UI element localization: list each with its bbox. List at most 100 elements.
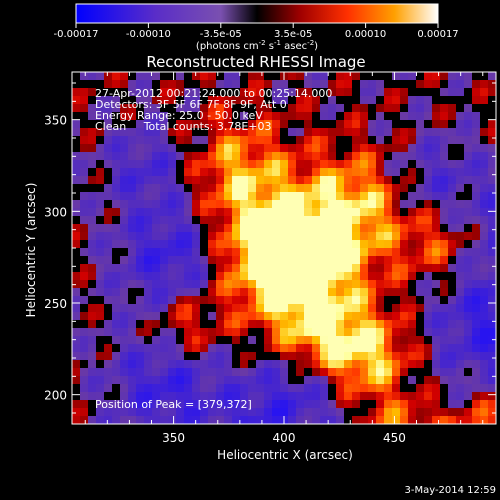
heatmap-cell xyxy=(168,192,176,200)
heatmap-cell xyxy=(176,344,184,352)
heatmap-cell xyxy=(256,120,264,128)
heatmap-cell xyxy=(344,360,352,368)
heatmap-cell xyxy=(480,376,488,384)
heatmap-cell xyxy=(448,272,456,280)
heatmap-cell xyxy=(264,328,272,336)
heatmap-cell xyxy=(464,88,472,96)
heatmap-cell xyxy=(488,344,496,352)
heatmap-cell xyxy=(440,336,448,344)
heatmap-cell xyxy=(200,200,208,208)
heatmap-cell xyxy=(128,408,136,416)
heatmap-cell xyxy=(392,144,400,152)
heatmap-cell xyxy=(168,288,176,296)
heatmap-cell xyxy=(360,344,368,352)
heatmap-cell xyxy=(256,280,264,288)
heatmap-cell xyxy=(152,328,160,336)
heatmap-cell xyxy=(176,408,184,416)
heatmap-cell xyxy=(184,296,192,304)
heatmap-cell xyxy=(360,144,368,152)
heatmap-cell xyxy=(144,176,152,184)
heatmap-cell xyxy=(256,272,264,280)
heatmap-cell xyxy=(440,176,448,184)
heatmap-cell xyxy=(368,272,376,280)
heatmap-cell xyxy=(368,376,376,384)
heatmap-cell xyxy=(320,168,328,176)
heatmap-cell xyxy=(400,368,408,376)
heatmap-cell xyxy=(360,296,368,304)
heatmap-cell xyxy=(168,224,176,232)
heatmap-cell xyxy=(152,384,160,392)
heatmap-cell xyxy=(336,200,344,208)
heatmap-cell xyxy=(144,112,152,120)
heatmap-cell xyxy=(368,96,376,104)
heatmap-cell xyxy=(200,72,208,80)
heatmap-cell xyxy=(352,224,360,232)
heatmap-cell xyxy=(184,176,192,184)
heatmap-cell xyxy=(192,264,200,272)
heatmap-cell xyxy=(344,256,352,264)
heatmap-cell xyxy=(224,360,232,368)
heatmap-cell xyxy=(440,120,448,128)
heatmap-cell xyxy=(424,216,432,224)
heatmap-cell xyxy=(280,160,288,168)
heatmap-cell xyxy=(200,160,208,168)
heatmap-cell xyxy=(184,256,192,264)
heatmap-cell xyxy=(352,128,360,136)
heatmap-cell xyxy=(240,216,248,224)
heatmap-cell xyxy=(336,392,344,400)
heatmap-cell xyxy=(144,128,152,136)
heatmap-cell xyxy=(304,352,312,360)
heatmap-cell xyxy=(424,104,432,112)
heatmap-cell xyxy=(408,104,416,112)
heatmap-cell xyxy=(144,216,152,224)
heatmap-cell xyxy=(320,304,328,312)
heatmap-cell xyxy=(184,192,192,200)
heatmap-cell xyxy=(112,296,120,304)
heatmap-cell xyxy=(224,280,232,288)
heatmap-cell xyxy=(208,304,216,312)
heatmap-cell xyxy=(144,376,152,384)
heatmap-cell xyxy=(424,96,432,104)
heatmap-cell xyxy=(136,192,144,200)
heatmap-cell xyxy=(280,200,288,208)
heatmap-cell xyxy=(368,216,376,224)
heatmap-cell xyxy=(376,336,384,344)
heatmap-cell xyxy=(264,368,272,376)
heatmap-cell xyxy=(240,360,248,368)
heatmap-cell xyxy=(416,176,424,184)
heatmap-cell xyxy=(360,96,368,104)
heatmap-cell xyxy=(264,376,272,384)
heatmap-cell xyxy=(208,72,216,80)
heatmap-cell xyxy=(440,328,448,336)
heatmap-cell xyxy=(272,336,280,344)
heatmap-cell xyxy=(264,152,272,160)
heatmap-cell xyxy=(352,152,360,160)
heatmap-cell xyxy=(216,120,224,128)
heatmap-cell xyxy=(240,240,248,248)
heatmap-cell xyxy=(240,232,248,240)
heatmap-cell xyxy=(488,368,496,376)
heatmap-cell xyxy=(480,96,488,104)
heatmap-cell xyxy=(192,360,200,368)
heatmap-cell xyxy=(232,392,240,400)
heatmap-cell xyxy=(424,224,432,232)
heatmap-cell xyxy=(312,344,320,352)
heatmap-cell xyxy=(80,384,88,392)
heatmap-cell xyxy=(272,280,280,288)
heatmap-cell xyxy=(256,112,264,120)
heatmap-cell xyxy=(376,168,384,176)
heatmap-cell xyxy=(368,408,376,416)
heatmap-cell xyxy=(232,320,240,328)
heatmap-cell xyxy=(144,144,152,152)
heatmap-cell xyxy=(184,312,192,320)
heatmap-cell xyxy=(456,352,464,360)
heatmap-cell xyxy=(360,304,368,312)
heatmap-cell xyxy=(344,224,352,232)
heatmap-cell xyxy=(392,376,400,384)
heatmap-cell xyxy=(144,408,152,416)
heatmap-cell xyxy=(448,280,456,288)
heatmap-cell xyxy=(344,280,352,288)
heatmap-cell xyxy=(280,352,288,360)
heatmap-cell xyxy=(352,240,360,248)
heatmap-cell xyxy=(400,384,408,392)
